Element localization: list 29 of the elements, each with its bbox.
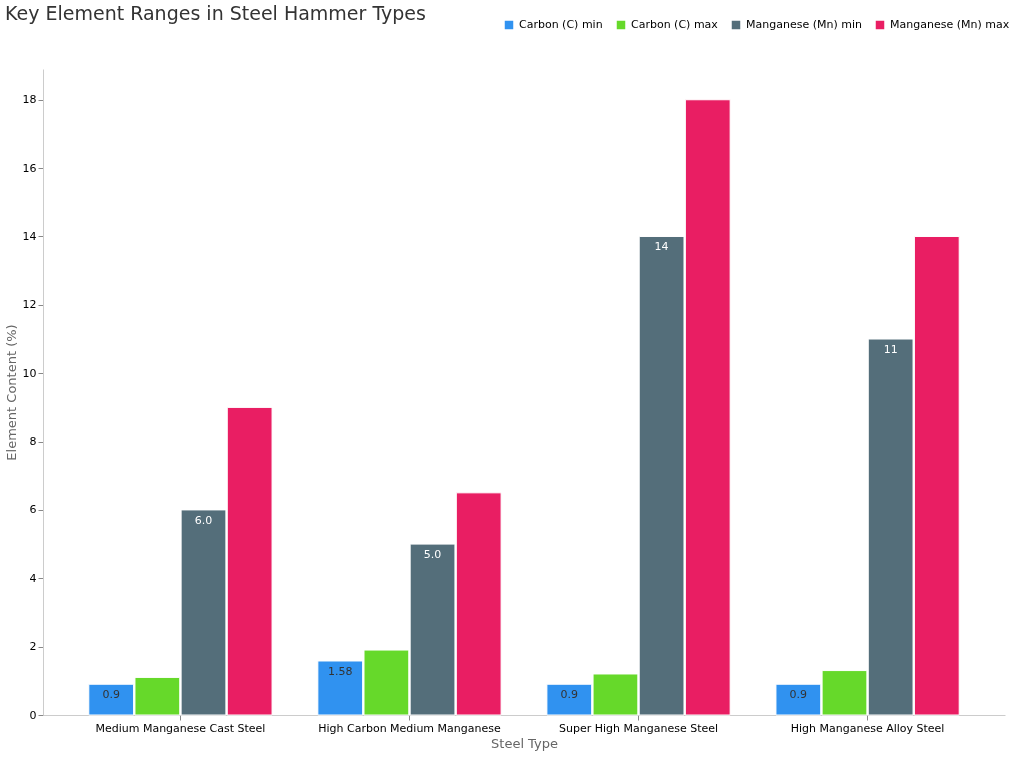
data-label: 1.58 xyxy=(327,665,353,678)
y-tick-label: 8 xyxy=(29,435,37,449)
legend-label: Manganese (Mn) min xyxy=(746,18,862,31)
legend-label: Carbon (C) min xyxy=(519,18,603,31)
data-label: 14 xyxy=(654,240,669,254)
x-tick-label: Medium Manganese Cast Steel xyxy=(95,721,266,735)
data-label: 11 xyxy=(883,343,898,357)
y-tick-label: 4 xyxy=(29,571,37,585)
x-tick-label: High Manganese Alloy Steel xyxy=(790,721,945,735)
y-tick-label: 0 xyxy=(29,708,37,722)
data-label: 0.9 xyxy=(560,688,579,702)
legend-label: Manganese (Mn) max xyxy=(890,18,1010,31)
y-tick-label: 10 xyxy=(22,366,37,380)
y-tick-label: 18 xyxy=(22,93,37,107)
legend-label: Carbon (C) max xyxy=(631,18,719,31)
y-axis-title: Element Content (%) xyxy=(3,324,19,461)
data-label: 5.0 xyxy=(423,548,442,562)
chart-title: Key Element Ranges in Steel Hammer Types xyxy=(5,2,426,24)
data-label: 0.9 xyxy=(789,688,808,702)
y-tick-label: 16 xyxy=(22,161,37,175)
y-tick-label: 14 xyxy=(22,229,37,243)
data-label: 0.9 xyxy=(102,688,120,702)
y-tick-label: 6 xyxy=(29,503,37,517)
y-tick-label: 12 xyxy=(22,298,37,312)
y-tick-label: 2 xyxy=(29,640,37,654)
x-tick-label: High Carbon Medium Manganese xyxy=(318,721,501,735)
data-label: 6.0 xyxy=(194,513,213,527)
x-axis-title: Steel Type xyxy=(491,735,558,751)
x-tick-label: Super High Manganese Steel xyxy=(558,721,719,735)
